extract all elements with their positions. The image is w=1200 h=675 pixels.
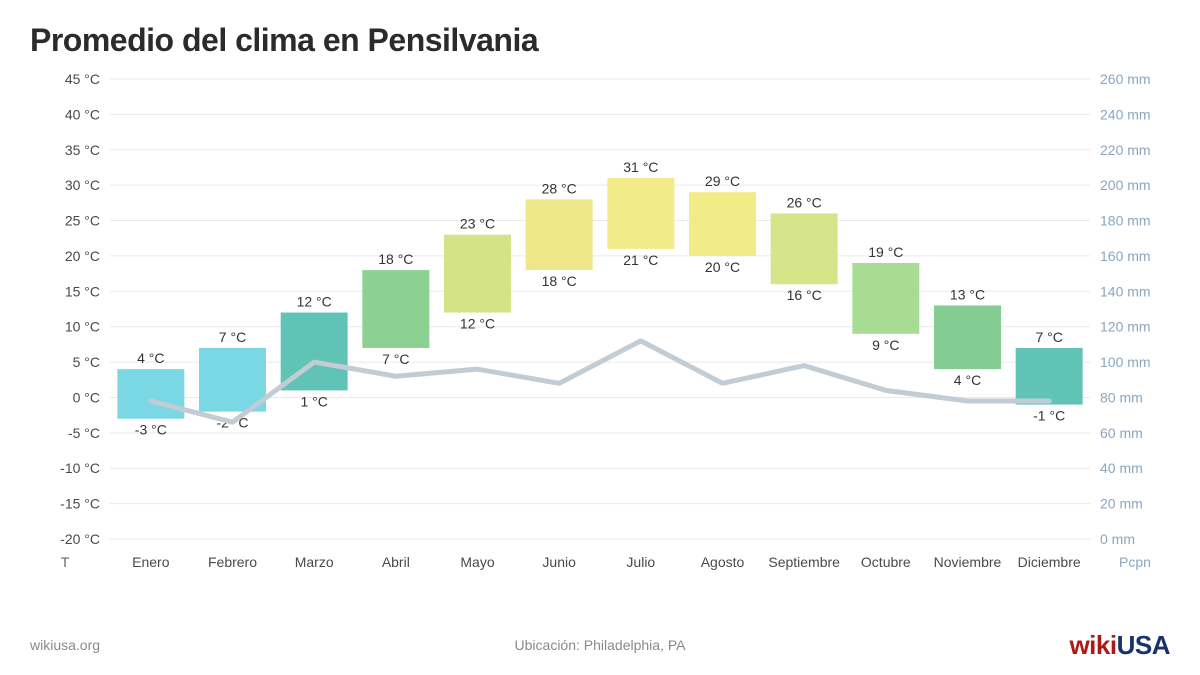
tmin-label: 18 °C bbox=[542, 273, 577, 289]
temp-bar bbox=[771, 213, 838, 284]
temp-bar bbox=[444, 235, 511, 313]
temp-tick-label: 40 °C bbox=[65, 106, 100, 122]
tmax-label: 18 °C bbox=[378, 251, 413, 267]
month-label: Febrero bbox=[208, 554, 257, 570]
month-label: Julio bbox=[626, 554, 655, 570]
tmin-label: 4 °C bbox=[954, 372, 981, 388]
temp-tick-label: -15 °C bbox=[60, 496, 100, 512]
wikiusa-logo: wikiUSA bbox=[1069, 630, 1170, 661]
tmin-label: -3 °C bbox=[135, 422, 167, 438]
temp-tick-label: -10 °C bbox=[60, 460, 100, 476]
tmax-label: 7 °C bbox=[219, 329, 246, 345]
tmin-label: -1 °C bbox=[1033, 408, 1065, 424]
tmax-label: 13 °C bbox=[950, 286, 985, 302]
temp-bar bbox=[117, 369, 184, 419]
pcpn-tick-label: 0 mm bbox=[1100, 531, 1135, 547]
tmin-label: 12 °C bbox=[460, 316, 495, 332]
temp-tick-label: 45 °C bbox=[65, 71, 100, 87]
tmin-label: 9 °C bbox=[872, 337, 899, 353]
temp-bar bbox=[362, 270, 429, 348]
temp-bar bbox=[526, 199, 593, 270]
month-label: Marzo bbox=[295, 554, 334, 570]
month-label: Abril bbox=[382, 554, 410, 570]
temp-tick-label: -5 °C bbox=[68, 425, 100, 441]
temp-tick-label: 25 °C bbox=[65, 213, 100, 229]
tmin-label: 1 °C bbox=[300, 393, 327, 409]
pcpn-tick-label: 240 mm bbox=[1100, 106, 1151, 122]
month-label: Agosto bbox=[701, 554, 745, 570]
tmax-label: 31 °C bbox=[623, 159, 658, 175]
temp-tick-label: 0 °C bbox=[73, 389, 100, 405]
pcpn-tick-label: 260 mm bbox=[1100, 71, 1151, 87]
temp-tick-label: 30 °C bbox=[65, 177, 100, 193]
tmax-label: 19 °C bbox=[868, 244, 903, 260]
pcpn-tick-label: 180 mm bbox=[1100, 213, 1151, 229]
pcpn-tick-label: 40 mm bbox=[1100, 460, 1143, 476]
temp-bar bbox=[852, 263, 919, 334]
pcpn-tick-label: 220 mm bbox=[1100, 142, 1151, 158]
temp-tick-label: 20 °C bbox=[65, 248, 100, 264]
pcpn-tick-label: 100 mm bbox=[1100, 354, 1151, 370]
pcpn-tick-label: 60 mm bbox=[1100, 425, 1143, 441]
temp-bar bbox=[934, 305, 1001, 369]
tmax-label: 12 °C bbox=[297, 294, 332, 310]
temp-tick-label: 5 °C bbox=[73, 354, 100, 370]
tmax-label: 26 °C bbox=[787, 194, 822, 210]
pcpn-tick-label: 200 mm bbox=[1100, 177, 1151, 193]
source-url: wikiusa.org bbox=[30, 637, 100, 653]
temp-tick-label: -20 °C bbox=[60, 531, 100, 547]
pcpn-tick-label: 120 mm bbox=[1100, 319, 1151, 335]
tmin-label: 21 °C bbox=[623, 252, 658, 268]
chart-title: Promedio del clima en Pensilvania bbox=[30, 22, 1170, 59]
pcpn-tick-label: 140 mm bbox=[1100, 283, 1151, 299]
tmax-label: 23 °C bbox=[460, 216, 495, 232]
month-label: Junio bbox=[542, 554, 576, 570]
month-label: Diciembre bbox=[1018, 554, 1081, 570]
month-label: Mayo bbox=[460, 554, 494, 570]
tmax-label: 28 °C bbox=[542, 180, 577, 196]
pcpn-tick-label: 20 mm bbox=[1100, 496, 1143, 512]
temp-tick-label: 35 °C bbox=[65, 142, 100, 158]
temp-bar bbox=[607, 178, 674, 249]
month-label: Noviembre bbox=[934, 554, 1002, 570]
tmax-label: 7 °C bbox=[1035, 329, 1062, 345]
tmin-label: 16 °C bbox=[787, 287, 822, 303]
pcpn-tick-label: 80 mm bbox=[1100, 389, 1143, 405]
tmin-label: 7 °C bbox=[382, 351, 409, 367]
temp-bar bbox=[1016, 348, 1083, 405]
month-label: Enero bbox=[132, 554, 170, 570]
tmax-label: 29 °C bbox=[705, 173, 740, 189]
location-label: Ubicación: Philadelphia, PA bbox=[515, 637, 686, 653]
pcpn-axis-caption: Pcpn bbox=[1119, 554, 1151, 570]
temp-axis-caption: T bbox=[61, 554, 70, 570]
logo-usa-part: USA bbox=[1117, 630, 1170, 660]
temp-tick-label: 10 °C bbox=[65, 319, 100, 335]
logo-wiki-part: wiki bbox=[1069, 630, 1116, 660]
pcpn-tick-label: 160 mm bbox=[1100, 248, 1151, 264]
temp-bar bbox=[689, 192, 756, 256]
temp-tick-label: 15 °C bbox=[65, 283, 100, 299]
month-label: Octubre bbox=[861, 554, 911, 570]
tmax-label: 4 °C bbox=[137, 350, 164, 366]
tmin-label: 20 °C bbox=[705, 259, 740, 275]
climate-chart: -20 °C -15 °C -10 °C -5 °C 0 °C 5 °C 10 °C 15 °… bbox=[30, 69, 1170, 589]
month-label: Septiembre bbox=[768, 554, 840, 570]
